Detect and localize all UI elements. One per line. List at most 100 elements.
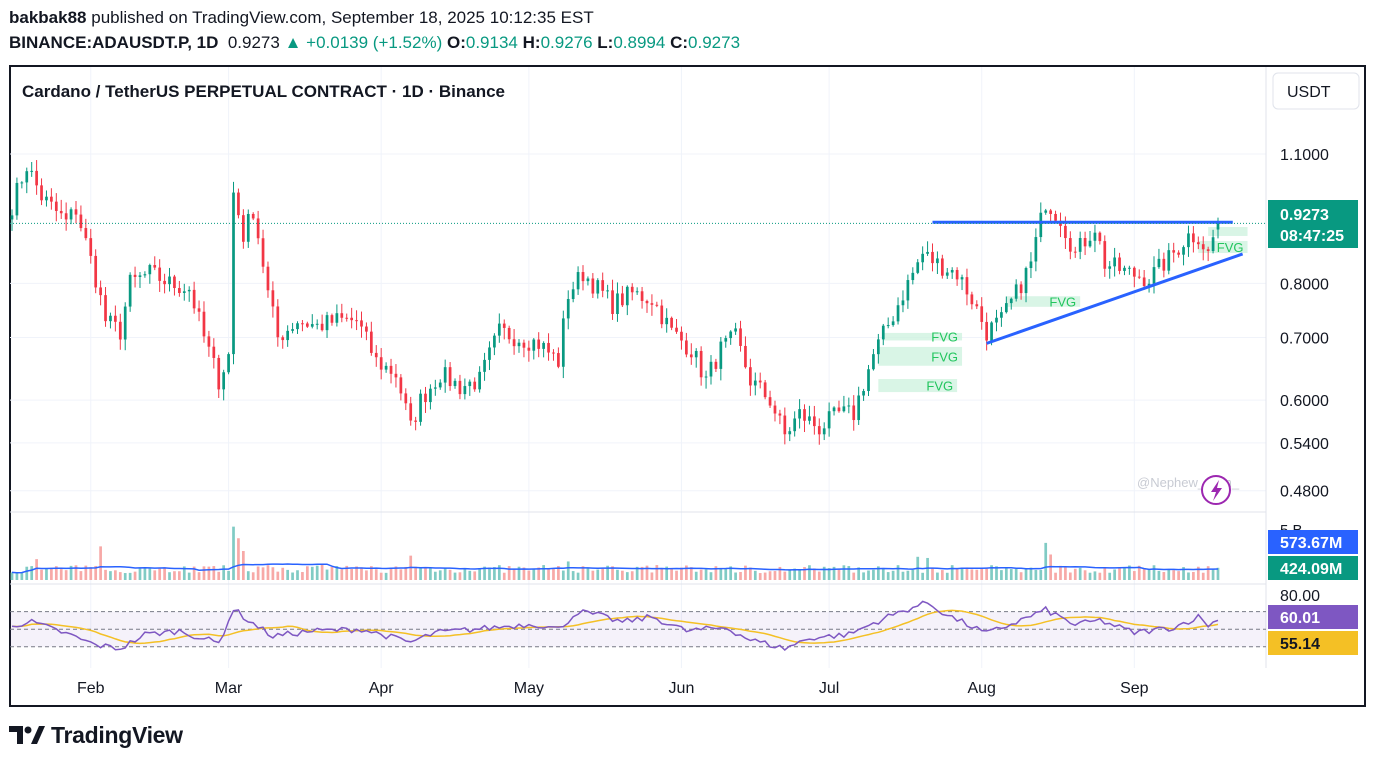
candle xyxy=(301,323,304,325)
volume-bar xyxy=(635,566,639,580)
volume-bar xyxy=(753,570,757,580)
candle xyxy=(1162,258,1166,271)
candle xyxy=(522,342,526,348)
volume-bar xyxy=(970,569,974,580)
volume-bar xyxy=(345,565,349,580)
candle xyxy=(1201,244,1205,250)
volume-bar xyxy=(798,569,801,580)
volume-bar xyxy=(118,572,122,580)
open-value: 0.9134 xyxy=(465,33,518,52)
volume-bar xyxy=(1073,568,1077,580)
candle xyxy=(25,171,29,183)
candle xyxy=(793,418,797,432)
volume-bar xyxy=(847,566,851,580)
volume-bar xyxy=(709,572,713,580)
candle xyxy=(591,278,595,294)
candle xyxy=(881,325,885,340)
volume-bar xyxy=(901,571,905,580)
candle xyxy=(20,182,24,184)
candle xyxy=(1187,233,1190,248)
candle xyxy=(1182,247,1185,255)
candle xyxy=(286,330,290,341)
trend-lines[interactable] xyxy=(10,220,1266,345)
candle xyxy=(891,321,895,326)
volume-bar xyxy=(1068,572,1072,580)
candle xyxy=(965,277,969,295)
volume-bar xyxy=(1132,571,1136,580)
volume-bar xyxy=(192,566,196,580)
candle xyxy=(355,320,358,322)
volume-bar xyxy=(926,557,929,580)
volume-bar xyxy=(94,565,98,580)
volume-bar xyxy=(369,566,373,580)
candle xyxy=(365,326,368,332)
candle xyxy=(847,405,851,407)
candle xyxy=(606,290,609,292)
volume-bar xyxy=(704,569,708,580)
volume-bar xyxy=(783,571,787,580)
axes: 1.1000 0.8000 0.7000 0.6000 0.5400 0.4800 Feb M… xyxy=(77,147,1358,697)
volume-bar xyxy=(158,568,162,580)
candle xyxy=(517,342,521,347)
volume-bar xyxy=(911,569,915,580)
candle xyxy=(571,289,575,300)
candle xyxy=(822,428,826,435)
candle xyxy=(227,354,230,373)
candle xyxy=(936,258,939,264)
volume-bar xyxy=(813,568,816,580)
x-tick-label: Jul xyxy=(819,680,839,697)
x-tick-label: Apr xyxy=(369,680,395,697)
volume-bar xyxy=(207,566,211,580)
volume-bar xyxy=(212,566,216,580)
tradingview-logo-icon xyxy=(9,725,45,744)
volume-bar xyxy=(1206,566,1210,580)
volume-bar xyxy=(522,567,526,580)
candle xyxy=(453,380,457,387)
candle xyxy=(625,286,629,306)
chart-frame[interactable] xyxy=(9,65,1366,707)
volume-bar xyxy=(872,569,875,580)
volume-bar xyxy=(1177,571,1180,580)
candle xyxy=(685,340,688,355)
volume-bar xyxy=(340,569,344,580)
candle xyxy=(566,299,570,319)
candle xyxy=(527,347,531,351)
candle xyxy=(237,192,240,216)
candle xyxy=(483,359,486,372)
candle xyxy=(803,409,806,421)
candle xyxy=(916,262,920,273)
currency-button[interactable]: USDT xyxy=(1272,72,1360,110)
volume-bar xyxy=(182,566,186,580)
candle xyxy=(1024,268,1028,294)
volume-bar xyxy=(670,568,673,580)
support-line xyxy=(986,252,1244,345)
author-name[interactable]: bakbak88 xyxy=(9,8,87,27)
candle xyxy=(1196,242,1200,245)
volume-bar xyxy=(173,571,176,580)
volume-bar xyxy=(537,567,541,580)
candle xyxy=(429,388,432,403)
volume-pane xyxy=(10,526,1220,580)
volume-bar xyxy=(630,571,634,580)
candle xyxy=(813,416,816,427)
y-tick-label: 0.5400 xyxy=(1280,436,1329,453)
volume-ma-line xyxy=(11,563,1219,574)
volume-bar xyxy=(163,567,166,580)
candle xyxy=(404,393,408,404)
high-value: 0.9276 xyxy=(540,33,593,52)
candle xyxy=(1123,267,1126,271)
currency-label: USDT xyxy=(1287,84,1331,101)
footer-brand[interactable]: TradingView xyxy=(9,722,183,749)
candle xyxy=(1157,258,1161,268)
candle xyxy=(532,339,536,351)
volume-bar xyxy=(945,572,949,580)
open-label: O: xyxy=(446,33,466,52)
candle xyxy=(335,313,339,323)
candle xyxy=(45,196,48,201)
candle xyxy=(296,323,299,330)
candle xyxy=(212,346,216,358)
volume-bar xyxy=(1192,571,1195,580)
volume-bar xyxy=(246,571,250,580)
volume-bar xyxy=(315,565,319,580)
